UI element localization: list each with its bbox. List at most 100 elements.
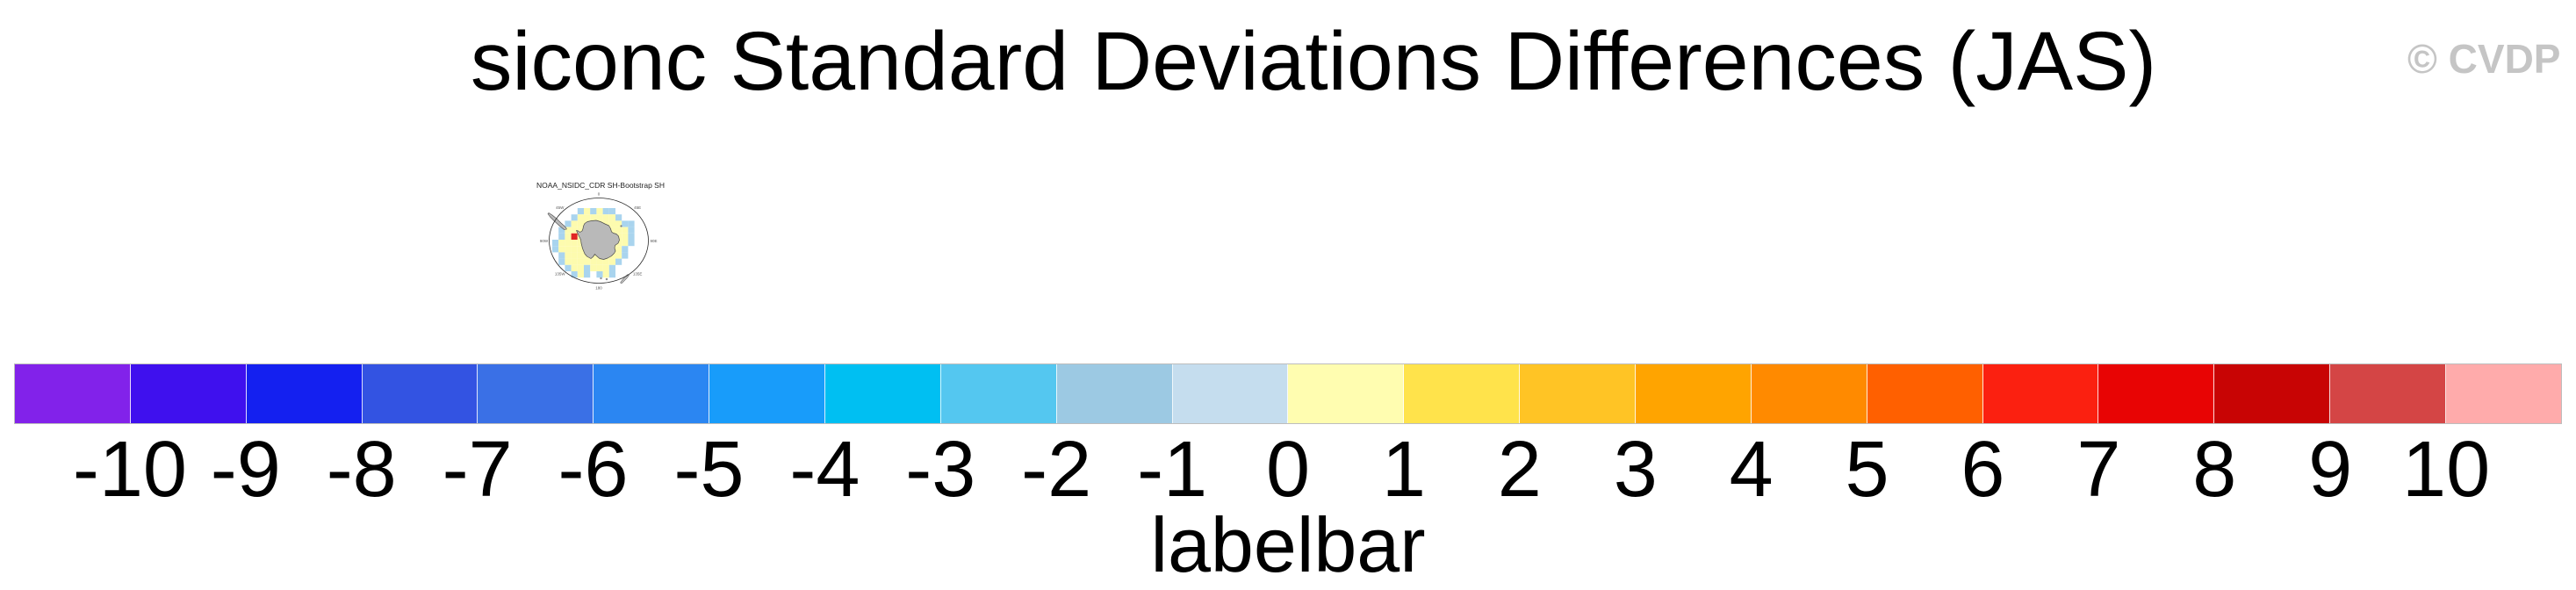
ice-cell xyxy=(602,220,609,227)
ice-cell xyxy=(565,264,572,271)
meridian-label: 135E xyxy=(633,272,643,277)
tick-label: -3 xyxy=(905,426,976,514)
ice-cell xyxy=(590,208,597,215)
ice-cell xyxy=(602,214,609,221)
cvdp-watermark: © CVDP xyxy=(2407,36,2561,82)
ice-cell xyxy=(565,240,572,247)
ice-cell xyxy=(602,258,609,265)
south-america-tip xyxy=(547,212,567,230)
ice-cell xyxy=(608,214,615,221)
ice-cell xyxy=(571,240,578,247)
ice-cell xyxy=(577,214,584,221)
ice-cell xyxy=(558,227,565,234)
ice-cell xyxy=(577,264,584,271)
colorbar-cell xyxy=(478,364,594,423)
ice-cell xyxy=(596,258,603,265)
colorbar-cell xyxy=(2330,364,2447,423)
ice-cell xyxy=(577,252,584,259)
tick-label: 7 xyxy=(2076,426,2121,514)
ice-cell xyxy=(565,233,572,240)
colorbar-cell xyxy=(825,364,941,423)
tick-label: -9 xyxy=(210,426,281,514)
ice-cell xyxy=(615,246,622,253)
ice-cell xyxy=(571,264,578,271)
ice-cell xyxy=(565,252,572,259)
ice-cell xyxy=(596,208,603,215)
colorbar-cell xyxy=(1172,364,1289,423)
tick-label: -7 xyxy=(442,426,513,514)
tick-label: 6 xyxy=(1961,426,2005,514)
meridian-label: 45W xyxy=(556,205,565,210)
colorbar-cell xyxy=(246,364,363,423)
tick-label: 9 xyxy=(2308,426,2353,514)
ice-cell xyxy=(565,220,572,227)
meridian-label: 45E xyxy=(634,205,641,210)
ice-cell xyxy=(558,246,565,253)
ice-cell xyxy=(577,227,584,234)
colorbar-cell xyxy=(1520,364,1637,423)
colorbar-cell xyxy=(2446,364,2561,423)
ice-cell xyxy=(577,246,584,253)
ice-cell xyxy=(565,227,572,234)
labelbar-colorbar xyxy=(14,363,2562,424)
meridian-label: 90E xyxy=(650,239,657,243)
tick-label: -6 xyxy=(558,426,629,514)
ice-cell xyxy=(565,258,572,265)
polar-map-panel: NOAA_NSIDC_CDR SH-Bootstrap SH 0 45E 90E 13… xyxy=(536,181,665,290)
ice-cell xyxy=(628,240,635,247)
page-title: siconc Standard Deviations Differences (… xyxy=(470,15,2157,108)
ice-cell xyxy=(584,208,591,215)
colorbar-cell xyxy=(1404,364,1521,423)
ice-cell xyxy=(608,271,615,278)
colorbar-cell xyxy=(2214,364,2331,423)
colorbar-cell xyxy=(1751,364,1867,423)
colorbar-cell xyxy=(2098,364,2215,423)
ice-cell xyxy=(608,227,615,234)
map-boundary-circle xyxy=(549,198,649,284)
ice-cell xyxy=(552,240,559,247)
ice-cell xyxy=(565,246,572,253)
ice-cell xyxy=(584,258,591,265)
ice-cell xyxy=(590,264,597,271)
island-dot-1 xyxy=(605,277,608,281)
ice-cell xyxy=(602,271,609,278)
island-dot-3 xyxy=(620,225,622,227)
ice-cell xyxy=(622,246,629,253)
ice-cell xyxy=(622,252,629,259)
ice-cell xyxy=(571,214,578,221)
colorbar-cell xyxy=(1982,364,2099,423)
tick-label: 8 xyxy=(2192,426,2237,514)
map-panel-title: NOAA_NSIDC_CDR SH-Bootstrap SH xyxy=(536,181,665,190)
meridian-label: 180 xyxy=(595,285,602,290)
colorbar-cell xyxy=(940,364,1057,423)
colorbar-cell xyxy=(362,364,479,423)
ice-cell xyxy=(558,240,565,247)
meridian-labels: 0 45E 90E 135E 180 135W 90W 45W xyxy=(540,191,658,290)
colorbar-cell xyxy=(1056,364,1173,423)
meridian-label: 0 xyxy=(598,191,601,196)
ice-cell xyxy=(584,264,591,271)
ice-cell xyxy=(622,240,629,247)
ice-cell xyxy=(558,258,565,265)
ice-cell xyxy=(577,271,584,278)
island-dot-2 xyxy=(600,277,602,280)
island-south-georgia xyxy=(620,274,630,284)
ice-cell xyxy=(590,258,597,265)
ice-cell xyxy=(590,214,597,221)
tick-label: 5 xyxy=(1845,426,1889,514)
tick-label: -5 xyxy=(673,426,745,514)
ice-cell xyxy=(571,227,578,234)
ice-cell xyxy=(558,233,565,240)
ice-cell xyxy=(615,227,622,234)
ice-cell xyxy=(571,233,578,240)
ice-cell xyxy=(596,214,603,221)
tick-label: -2 xyxy=(1021,426,1092,514)
ice-cell xyxy=(571,220,578,227)
ice-cell xyxy=(608,208,615,215)
antarctica-landmass xyxy=(576,219,620,260)
meridian-label: 90W xyxy=(540,239,549,243)
ice-cell xyxy=(608,258,615,265)
ice-cell xyxy=(622,220,629,227)
ice-cell xyxy=(596,264,603,271)
colorbar-cell xyxy=(15,364,131,423)
